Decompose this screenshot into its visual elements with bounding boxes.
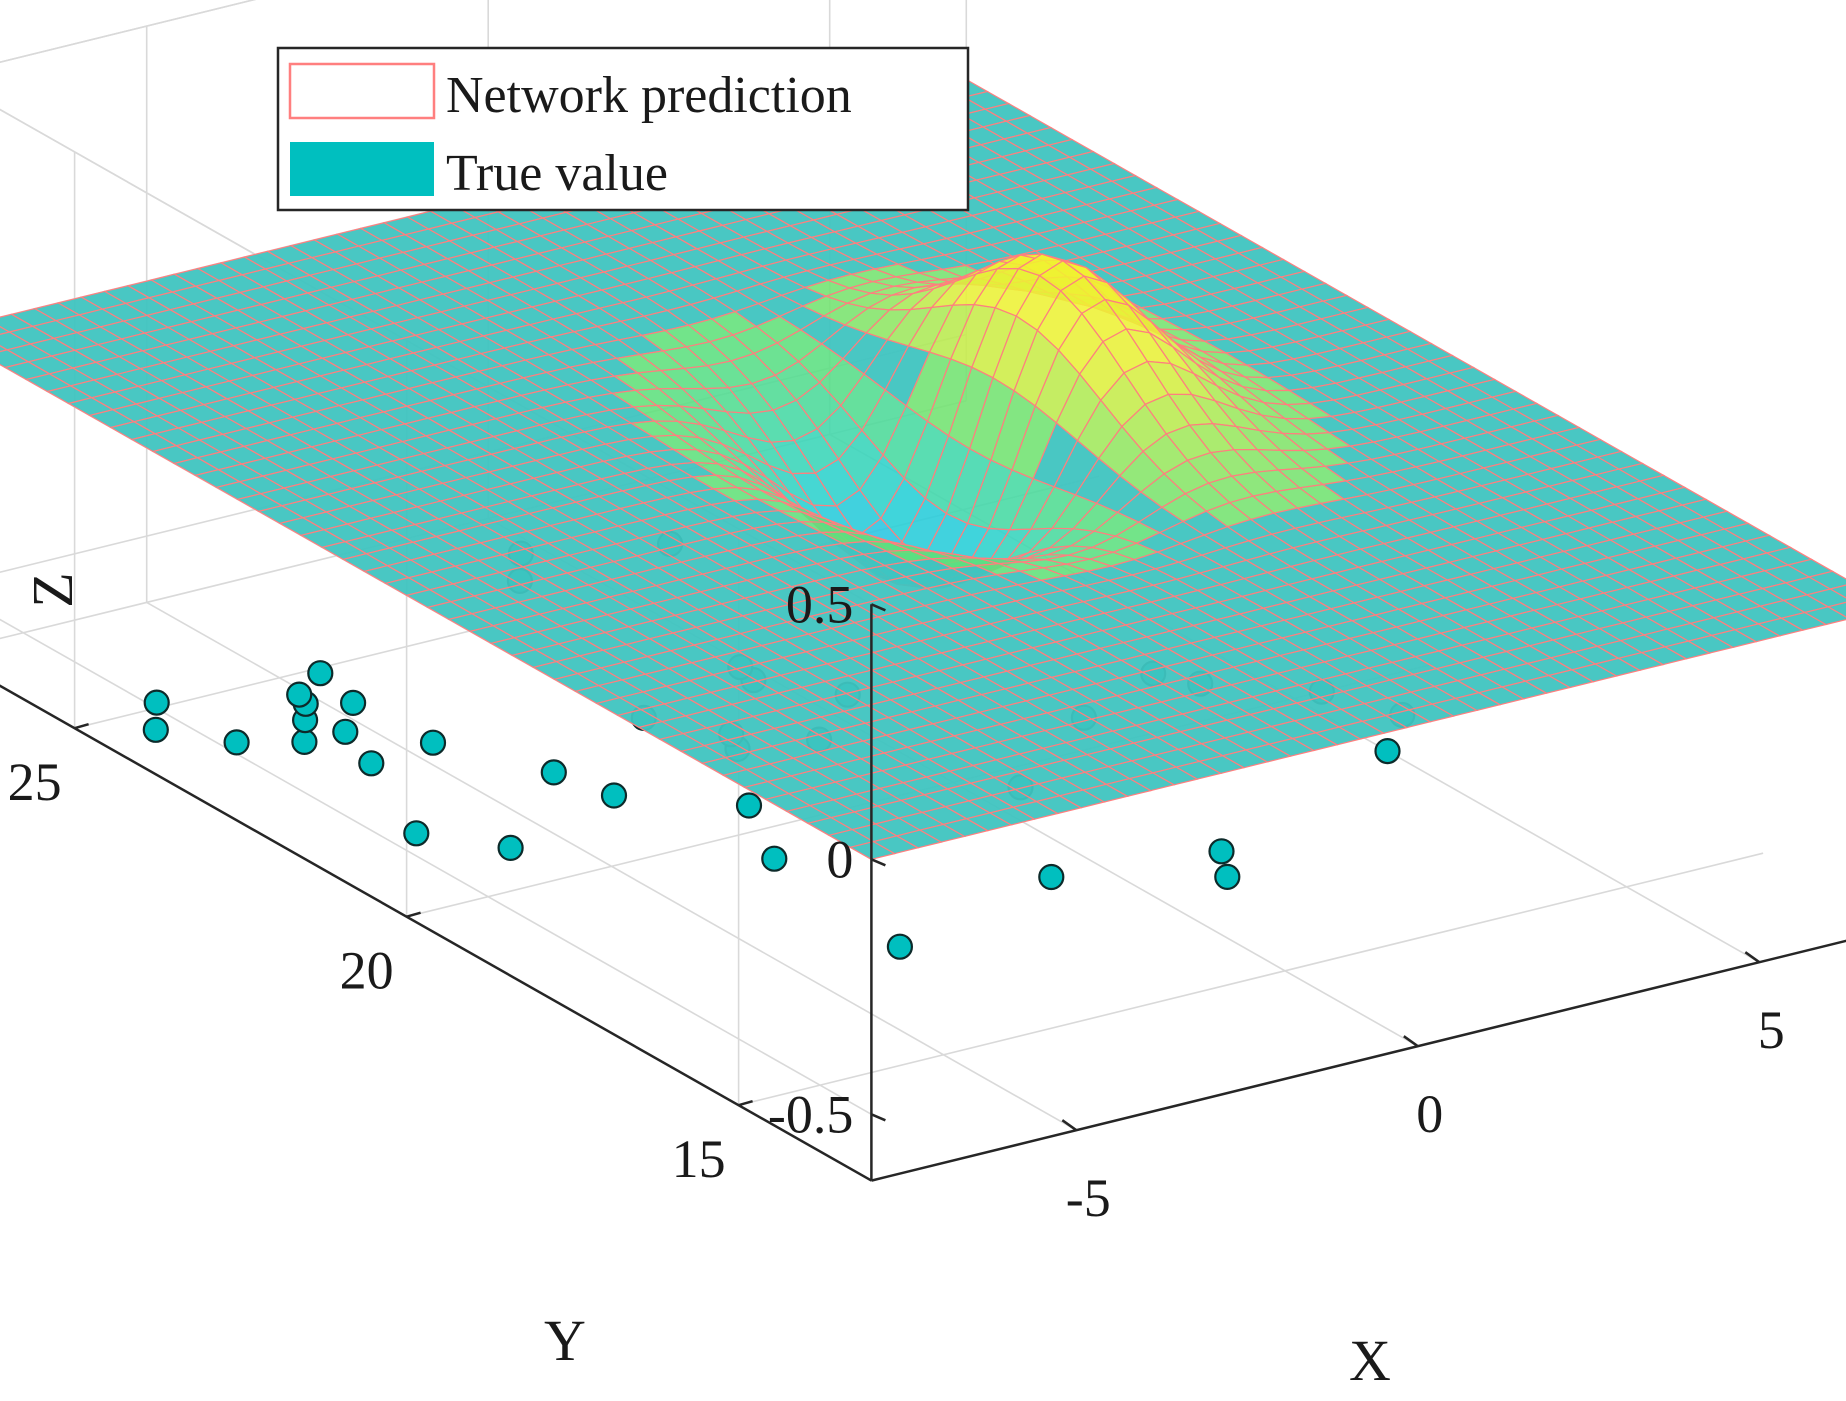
legend-swatch-network-prediction (288, 62, 436, 120)
z-grid-back-wall (0, 0, 257, 64)
x-tick-label: -5 (1066, 1168, 1111, 1228)
z-tick-mark (870, 603, 886, 612)
scatter-point-26 (1038, 863, 1065, 891)
scatter-point-14 (540, 759, 567, 786)
z-tick-mark (870, 1113, 886, 1122)
scatter-point-8 (340, 689, 367, 717)
y-tick-label: 15 (672, 1129, 726, 1189)
scatter-point-12 (403, 820, 430, 847)
z-tick-label: -0.5 (768, 1084, 853, 1144)
x-axis-label: X (1349, 1328, 1391, 1393)
scatter-point-10 (419, 729, 447, 756)
scatter-point-0 (142, 716, 169, 743)
z-axis-label: Z (20, 572, 85, 607)
scatter-point-16 (761, 845, 788, 872)
z-tick-mark (870, 858, 886, 867)
legend-label-true-value: True value (446, 145, 668, 202)
surface-face (1828, 584, 1846, 599)
scatter-point-11 (307, 660, 334, 687)
x-axis-line (871, 939, 1846, 1182)
y-axis-label: Y (544, 1308, 586, 1373)
x-tick-label: 0 (1416, 1084, 1443, 1144)
scatter-point-17 (735, 792, 763, 819)
scatter-point-33 (1374, 737, 1401, 765)
scatter-point-6 (332, 718, 359, 745)
scatter-point-13 (497, 834, 524, 862)
y-tick-label: 25 (8, 752, 62, 812)
scatter-point-28 (1214, 863, 1241, 891)
y-tick-mark (738, 1099, 753, 1107)
y-tick-label: 20 (340, 941, 394, 1001)
scatter-point-9 (358, 750, 385, 777)
scatter-point-21 (886, 933, 914, 960)
z-tick-label: 0.5 (786, 574, 854, 634)
scatter-point-3 (291, 728, 318, 756)
x-tick-mark (1061, 1119, 1078, 1132)
z-tick-label: 0 (826, 829, 853, 889)
y-grid-floor (738, 852, 1764, 1106)
scatter-point-15 (600, 782, 628, 809)
scatter-point-29 (1208, 838, 1235, 865)
legend-swatch-true-value (290, 142, 434, 196)
axes (0, 603, 1846, 1182)
tick-labels: -5 0 5 15 20 25 -0.5 0 0.5 (8, 574, 1785, 1228)
x-tick-label: 5 (1758, 1000, 1785, 1060)
scatter-point-2 (143, 689, 170, 716)
x-tick-mark (1403, 1035, 1419, 1048)
scatter-point-7 (286, 681, 313, 708)
surface-face (1826, 601, 1846, 618)
y-tick-mark (406, 911, 421, 918)
y-tick-mark (74, 722, 89, 730)
legend: Network prediction True value (276, 46, 970, 212)
x-tick-mark (1744, 951, 1761, 964)
legend-label-network-prediction: Network prediction (446, 67, 852, 124)
scatter-point-1 (223, 729, 250, 756)
z-grid-left-wall (0, 618, 872, 1115)
